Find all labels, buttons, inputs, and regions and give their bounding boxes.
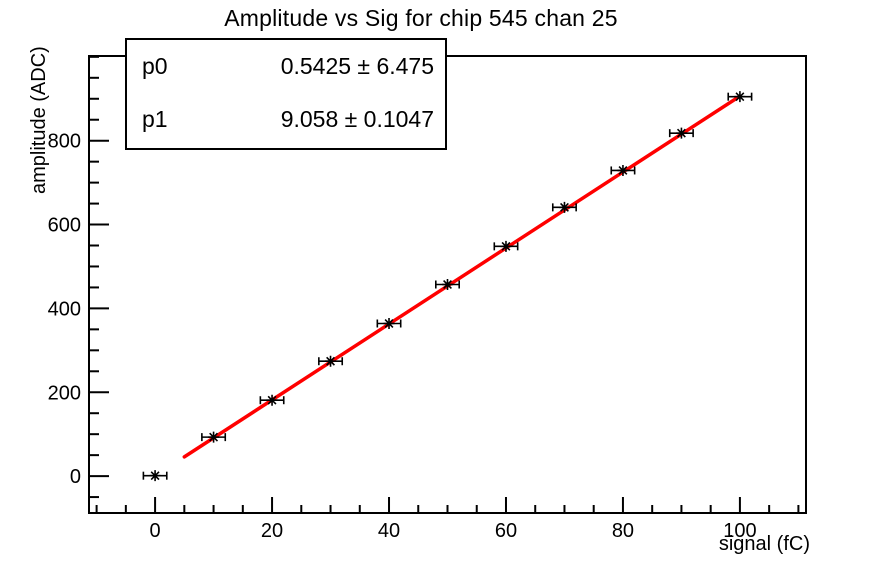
x-tick-label: 60 xyxy=(495,520,517,542)
data-point-marker xyxy=(208,431,220,443)
fit-stats-box: p0 0.5425 ± 6.475 p1 9.058 ± 0.1047 xyxy=(125,38,447,150)
x-tick-label: 80 xyxy=(612,520,634,542)
fit-param-value: 0.5425 ± 6.475 xyxy=(280,53,434,79)
fit-line xyxy=(182,94,742,459)
data-point-marker xyxy=(500,240,512,252)
x-tick-label: 20 xyxy=(261,520,283,542)
data-point-marker xyxy=(266,394,278,406)
y-axis-title: amplitude (ADC) xyxy=(28,46,50,194)
stats-row-p0: p0 0.5425 ± 6.475 xyxy=(142,53,434,80)
data-point-marker xyxy=(442,279,453,290)
y-tick-label: 600 xyxy=(48,215,81,237)
stats-row-p1: p1 9.058 ± 0.1047 xyxy=(142,106,434,133)
data-point-marker xyxy=(558,201,570,213)
x-tick-label: 100 xyxy=(723,520,756,542)
y-tick-label: 800 xyxy=(48,131,81,153)
data-point-marker xyxy=(734,91,746,103)
data-point-marker xyxy=(617,164,629,176)
x-tick-label: 0 xyxy=(150,520,161,542)
data-point-marker xyxy=(149,470,161,482)
data-point-marker xyxy=(383,317,395,329)
data-point-marker xyxy=(325,355,337,367)
y-tick-label: 200 xyxy=(48,382,81,404)
fit-param-name: p0 xyxy=(142,53,168,79)
chart-title: Amplitude vs Sig for chip 545 chan 25 xyxy=(224,5,618,31)
y-tick-label: 400 xyxy=(48,298,81,320)
x-tick-label: 40 xyxy=(378,520,400,542)
x-axis-title: signal (fC) xyxy=(718,533,810,555)
y-tick-label: 0 xyxy=(70,466,81,488)
data-point-marker xyxy=(675,127,687,139)
fit-param-name: p1 xyxy=(142,106,168,132)
fit-param-value: 9.058 ± 0.1047 xyxy=(280,106,434,132)
